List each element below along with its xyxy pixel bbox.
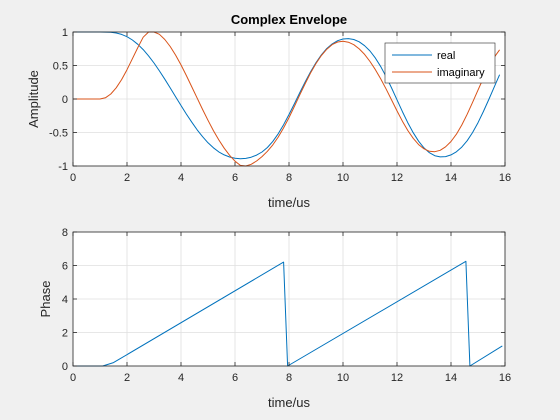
bottom-x-tick-label: 10: [337, 372, 349, 384]
bottom-line-series-1: [73, 260, 503, 367]
top-y-tick-label: 0: [62, 94, 68, 106]
legend[interactable]: real imaginary: [384, 42, 496, 84]
bottom-x-tick-label: 4: [178, 372, 184, 384]
top-x-tick-label: 10: [337, 172, 349, 184]
top-x-tick-label: 14: [445, 172, 457, 184]
bottom-ticks: 0 2 4 6 8 10 12 14 16 0 2 4 6 8: [62, 227, 511, 384]
top-y-tick-label: 0.5: [53, 61, 68, 73]
top-y-tick-label: -0.5: [49, 128, 68, 140]
top-y-tick-label: 1: [62, 27, 68, 39]
top-x-tick-label: 16: [499, 172, 511, 184]
bottom-y-axis-label: Phase: [38, 281, 53, 318]
bottom-x-tick-label: 0: [70, 372, 76, 384]
top-x-axis-label: time/us: [268, 195, 310, 210]
bottom-y-tick-label: 0: [62, 361, 68, 373]
bottom-x-tick-label: 8: [286, 372, 292, 384]
top-x-tick-label: 8: [286, 172, 292, 184]
bottom-axes: 0 2 4 6 8 10 12 14 16 0 2 4 6 8 time/us Phase: [38, 227, 511, 410]
top-x-tick-label: 0: [70, 172, 76, 184]
bottom-x-tick-label: 2: [124, 372, 130, 384]
top-axes: 0 2 4 6 8 10 12 14 16 -1 -0.5 0 0.5 1 Complex Envelop…: [26, 12, 511, 210]
legend-label-real: real: [437, 50, 455, 62]
top-x-tick-label: 2: [124, 172, 130, 184]
top-chart-title: Complex Envelope: [231, 12, 347, 27]
bottom-x-tick-label: 6: [232, 372, 238, 384]
bottom-series-lines: [73, 260, 503, 367]
top-line-imaginary: [73, 31, 501, 167]
bottom-y-tick-label: 6: [62, 261, 68, 273]
bottom-y-tick-label: 8: [62, 227, 68, 239]
bottom-x-tick-label: 14: [445, 372, 457, 384]
top-y-axis-label: Amplitude: [26, 70, 41, 128]
top-x-tick-label: 12: [391, 172, 403, 184]
bottom-y-tick-label: 4: [62, 294, 68, 306]
bottom-x-axis-label: time/us: [268, 395, 310, 410]
legend-box: [384, 42, 496, 84]
top-ticks: 0 2 4 6 8 10 12 14 16 -1 -0.5 0 0.5 1: [49, 27, 511, 184]
top-line-real: [73, 31, 501, 160]
top-y-tick-label: -1: [58, 161, 68, 173]
bottom-x-tick-label: 16: [499, 372, 511, 384]
top-x-tick-label: 4: [178, 172, 184, 184]
bottom-x-tick-label: 12: [391, 372, 403, 384]
bottom-y-tick-label: 2: [62, 328, 68, 340]
top-x-tick-label: 6: [232, 172, 238, 184]
legend-label-imaginary: imaginary: [437, 67, 485, 79]
top-series-lines: [73, 31, 501, 167]
